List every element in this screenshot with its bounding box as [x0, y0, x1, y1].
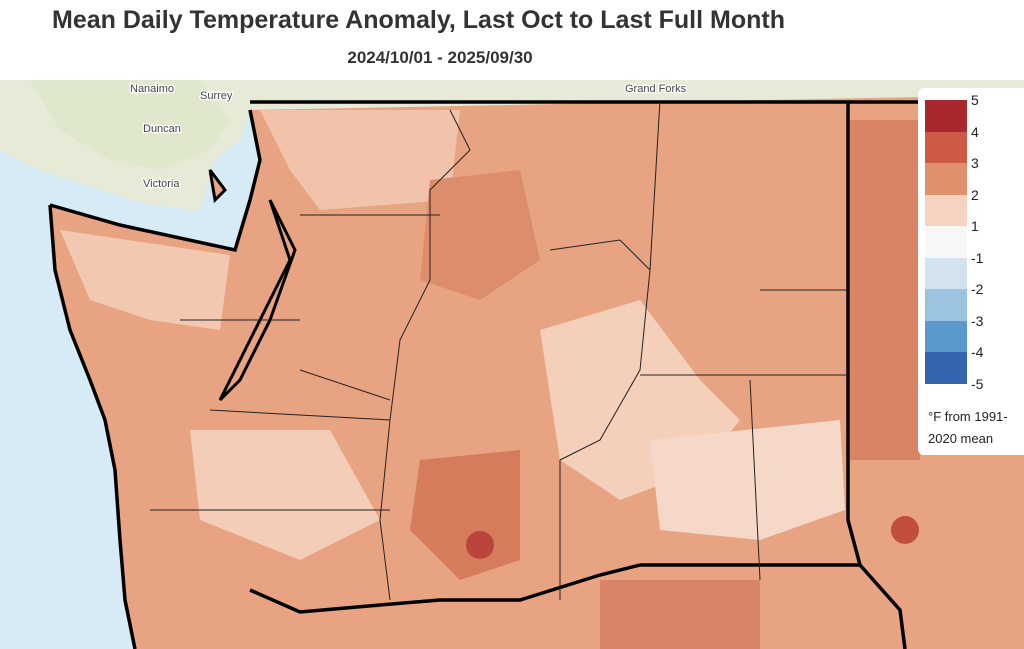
subtitle: 2024/10/01 - 2025/09/30: [347, 48, 533, 67]
legend-swatch: [925, 131, 967, 163]
legend-swatch: [925, 320, 967, 352]
legend-label: 5: [971, 92, 979, 108]
legend-swatch: [925, 163, 967, 195]
legend-label: 1: [971, 218, 979, 234]
legend-label: -2: [971, 281, 984, 297]
map: Nanaimo Surrey Duncan Victoria Grand For…: [0, 80, 1024, 649]
title: Mean Daily Temperature Anomaly, Last Oct…: [52, 6, 785, 34]
place-label: Nanaimo: [130, 83, 174, 95]
place-label: Duncan: [143, 123, 181, 135]
legend-label: -5: [971, 375, 984, 392]
legend: °F from 1991-2020 mean 5 4 3 2 1 -1 -2 -3 -4 -5: [918, 88, 1024, 455]
legend-label: -1: [971, 249, 984, 266]
place-label: Surrey: [200, 90, 233, 102]
legend-swatch: [925, 289, 967, 321]
legend-label: 3: [971, 155, 979, 171]
legend-label: 4: [971, 123, 979, 140]
place-label: Grand Forks: [625, 83, 687, 95]
legend-label: -4: [971, 344, 984, 360]
legend-swatch: [925, 226, 967, 258]
legend-note: °F from 1991-2020 mean: [928, 409, 1008, 446]
legend-label: 2: [971, 186, 979, 203]
legend-swatch: [925, 352, 967, 384]
legend-swatch: [925, 257, 967, 289]
legend-label: -3: [971, 312, 984, 329]
legend-swatch: [925, 194, 967, 226]
place-label: Victoria: [143, 178, 180, 190]
legend-swatch: [925, 100, 967, 132]
